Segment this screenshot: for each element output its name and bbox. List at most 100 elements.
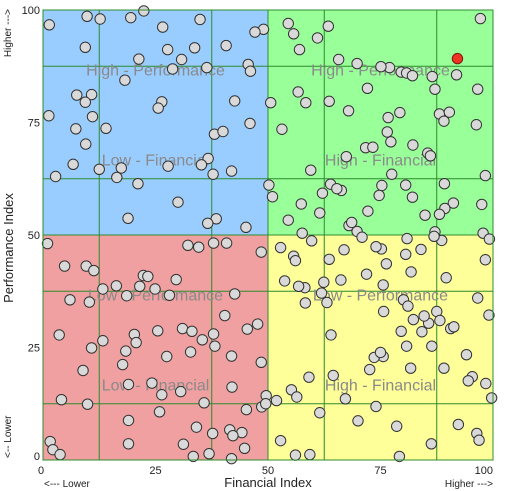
data-point <box>196 334 209 346</box>
data-point <box>289 254 302 267</box>
data-point <box>93 163 105 176</box>
data-point <box>80 138 92 150</box>
data-point <box>314 207 326 219</box>
data-point <box>418 310 430 322</box>
data-point <box>97 283 109 295</box>
data-point <box>41 237 54 250</box>
data-point <box>229 95 241 107</box>
quadrant-label-bottom-left-line1: Low - Performance <box>88 287 223 304</box>
data-point <box>480 377 492 390</box>
data-point <box>292 86 304 98</box>
data-point <box>86 110 99 123</box>
data-point <box>361 82 374 95</box>
data-point <box>305 235 318 247</box>
data-point <box>404 362 417 374</box>
data-point <box>375 60 387 73</box>
x-tick-label: 0 <box>38 465 44 477</box>
data-point <box>116 358 129 371</box>
data-point <box>419 209 431 221</box>
data-point <box>188 42 201 54</box>
data-point <box>327 369 339 382</box>
data-point <box>119 74 131 86</box>
data-point <box>251 318 264 330</box>
data-point <box>400 179 412 191</box>
data-point <box>448 321 460 333</box>
data-point <box>335 274 347 286</box>
data-point <box>240 403 253 416</box>
highlighted-data-point <box>451 52 464 65</box>
data-point <box>220 237 233 249</box>
quadrant-label-bottom-right-line1: Low - Performance <box>313 287 448 304</box>
data-point <box>314 407 326 419</box>
data-point <box>122 378 135 391</box>
data-point <box>265 97 277 109</box>
data-point <box>71 89 83 101</box>
x-edge-label-low: <--- Lower <box>44 479 91 490</box>
data-point <box>220 39 232 52</box>
data-point <box>473 434 485 446</box>
data-point <box>426 340 438 352</box>
data-point <box>370 400 382 413</box>
y-tick-label: 50 <box>28 230 40 242</box>
data-point <box>287 28 300 40</box>
data-point <box>122 414 135 427</box>
data-point <box>186 325 198 337</box>
data-point <box>393 450 406 463</box>
data-point <box>122 212 134 225</box>
data-point <box>206 427 219 440</box>
x-tick-label: 100 <box>475 465 493 477</box>
y-tick-label: 0 <box>34 451 40 463</box>
data-point <box>166 63 179 75</box>
data-point <box>43 110 55 122</box>
data-point <box>278 275 291 287</box>
data-point <box>149 283 161 295</box>
data-point <box>405 266 417 278</box>
data-point <box>225 350 238 362</box>
data-point <box>406 191 419 203</box>
data-point <box>54 448 66 461</box>
data-point <box>362 205 374 217</box>
data-point <box>97 335 109 347</box>
data-point <box>406 70 419 82</box>
data-point <box>438 178 451 190</box>
data-point <box>209 340 221 352</box>
data-point <box>483 309 495 321</box>
data-point <box>374 346 387 359</box>
data-point <box>291 391 303 403</box>
data-point <box>462 375 474 387</box>
data-point <box>77 364 89 377</box>
data-point <box>122 438 135 450</box>
data-point <box>193 241 205 253</box>
data-point <box>323 253 335 265</box>
data-point <box>132 178 144 190</box>
data-point <box>377 305 390 318</box>
data-point <box>207 237 220 249</box>
data-point <box>352 415 364 427</box>
data-point <box>161 43 174 56</box>
y-edge-label-high: Higher ---> <box>3 9 14 57</box>
data-point <box>304 448 316 461</box>
data-point <box>485 392 498 404</box>
data-point <box>229 288 241 300</box>
data-point <box>296 227 308 239</box>
data-point <box>338 244 350 256</box>
y-tick-label: 100 <box>22 5 40 17</box>
data-point <box>43 19 55 31</box>
data-point <box>270 394 283 407</box>
data-point <box>315 287 328 299</box>
data-point <box>64 294 76 306</box>
data-point <box>331 182 343 195</box>
data-point <box>323 95 335 108</box>
data-point <box>476 198 488 211</box>
data-point <box>255 246 267 258</box>
data-point <box>425 438 438 450</box>
data-point <box>152 325 164 337</box>
data-point <box>157 21 169 33</box>
data-point <box>79 41 92 54</box>
data-point <box>474 12 487 25</box>
data-point <box>244 65 257 77</box>
data-point <box>450 69 463 81</box>
data-point <box>175 385 187 398</box>
data-point <box>356 231 368 243</box>
